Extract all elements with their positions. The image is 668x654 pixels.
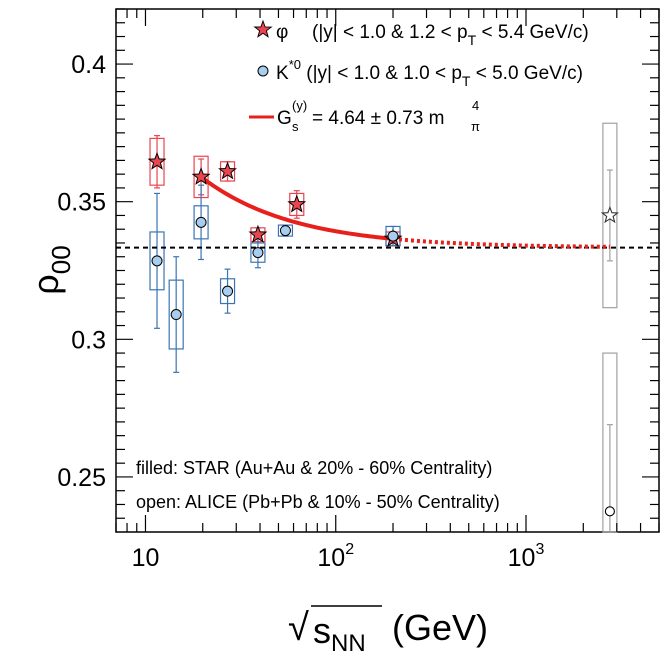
x-tick-label: 10	[132, 544, 160, 572]
sys-box	[602, 122, 618, 309]
legend-star-icon	[253, 19, 273, 38]
legend-kstar-tail: < 5.0 GeV/c)	[470, 63, 582, 84]
alice-kstar-open-circle-marker	[604, 506, 615, 517]
x-axis-label-radical: √	[288, 607, 309, 649]
svg-text:ρ00: ρ00	[25, 245, 76, 294]
legend-fit-sup: (y)	[292, 98, 307, 113]
fit-curve-solid	[199, 175, 394, 241]
legend-fit-label: G	[277, 108, 292, 129]
axis-ticks	[115, 8, 660, 532]
legend-fit-sub: s	[292, 119, 299, 134]
tick-labels: 0.25 0.3 0.35 0.4 10 102 103	[57, 51, 544, 572]
phi-star-marker	[287, 194, 307, 213]
legend-fit-text: = 4.64 ± 0.73 m	[312, 108, 444, 129]
kstar-circle-marker	[195, 216, 207, 228]
legend-kstar-text: (|y| < 1.0 & 1.0 < p	[301, 63, 462, 84]
legend-phi-text: (|y| < 1.0 & 1.2 < p	[312, 22, 468, 43]
svg-text:K*0 (|y| < 1.0 & 1.0 < pT < 5.: K*0 (|y| < 1.0 & 1.0 < pT < 5.0 GeV/c)	[276, 57, 583, 89]
phi-star-marker	[191, 166, 211, 185]
legend-phi-tail: < 5.4 GeV/c)	[476, 22, 588, 43]
kstar-circle-marker	[222, 285, 234, 297]
legend-fit-tail-sub: π	[471, 119, 480, 134]
legend-entry-kstar: K*0 (|y| < 1.0 & 1.0 < pT < 5.0 GeV/c)	[257, 57, 583, 89]
fit-curve-dotted	[392, 236, 610, 249]
legend-entry-fit: G (y) s = 4.64 ± 0.73 m 4 π	[249, 98, 480, 134]
x-tick-label: 103	[508, 541, 545, 572]
legend: φ (|y| < 1.0 & 1.2 < pT < 5.4 GeV/c) K*0…	[249, 19, 589, 134]
legend-phi-sub: T	[468, 32, 477, 48]
y-axis-label-main: ρ	[25, 274, 66, 294]
x-tick-label: 102	[317, 541, 354, 572]
x-axis-label-unit: (GeV)	[392, 607, 488, 648]
legend-phi-symbol: φ	[276, 22, 288, 43]
legend-circle-icon	[257, 65, 269, 77]
phi-star-marker	[147, 151, 167, 170]
x-axis-label: √ sNN (GeV)	[288, 605, 488, 654]
fit-curve	[199, 175, 610, 249]
y-axis-label-sub: 00	[46, 245, 76, 274]
annotation-star: filled: STAR (Au+Au & 20% - 60% Centrali…	[136, 458, 492, 478]
svg-text:sNN: sNN	[313, 610, 366, 654]
kstar-circle-marker	[279, 225, 291, 237]
x-axis-label-sub: NN	[331, 630, 366, 654]
x-axis-label-main: s	[313, 610, 331, 651]
legend-fit-tail-sup: 4	[472, 98, 479, 113]
y-axis-label: ρ00	[25, 245, 76, 294]
kstar-circle-marker	[252, 247, 264, 259]
annotation-alice: open: ALICE (Pb+Pb & 10% - 50% Centralit…	[136, 492, 500, 512]
y-tick-label: 0.4	[71, 51, 106, 79]
data-markers	[147, 151, 619, 517]
kstar-circle-marker	[387, 230, 399, 242]
legend-kstar-sup: *0	[289, 57, 301, 72]
phi-star-marker	[218, 161, 237, 180]
kstar-circle-marker	[151, 255, 163, 267]
alice-phi-open-star-marker	[600, 205, 619, 224]
y-tick-label: 0.25	[57, 464, 106, 492]
legend-kstar-symbol: K	[276, 63, 289, 84]
plot-frame	[115, 8, 660, 533]
svg-text:(|y| < 1.0 & 1.2 < pT < 5.4 Ge: (|y| < 1.0 & 1.2 < pT < 5.4 GeV/c)	[312, 22, 589, 48]
phi-star-marker	[248, 224, 268, 243]
legend-kstar-sub: T	[462, 73, 471, 89]
y-tick-label: 0.35	[57, 189, 106, 217]
y-tick-label: 0.3	[71, 326, 106, 354]
kstar-circle-marker	[170, 309, 182, 321]
legend-entry-phi: φ (|y| < 1.0 & 1.2 < pT < 5.4 GeV/c)	[253, 19, 589, 48]
